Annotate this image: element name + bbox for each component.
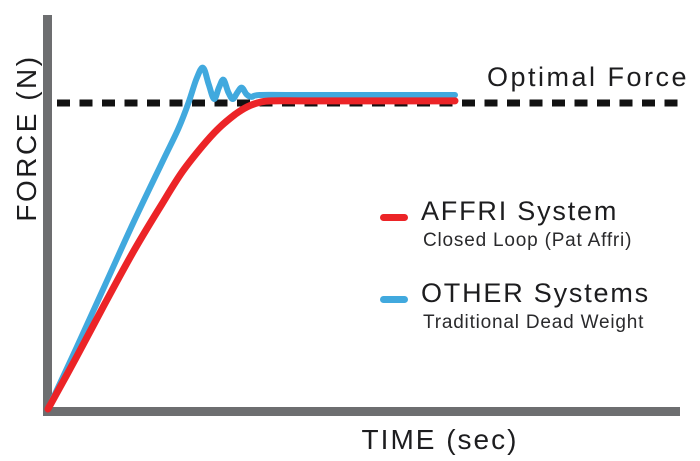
x-axis [43, 407, 680, 416]
affri-system-curve [44, 97, 459, 413]
legend: AFFRI System Closed Loop (Pat Affri) OTH… [380, 196, 650, 363]
legend-entry-affri: AFFRI System Closed Loop (Pat Affri) [380, 196, 650, 251]
other-color-swatch [380, 296, 408, 303]
legend-label-affri: AFFRI System [421, 196, 619, 226]
optimal-force-label: Optimal Force [486, 62, 689, 92]
affri-color-swatch [380, 214, 408, 221]
legend-label-other: OTHER Systems [421, 278, 650, 308]
y-axis [43, 15, 52, 416]
legend-entry-other: OTHER Systems Traditional Dead Weight [380, 278, 650, 333]
legend-sublabel-other: Traditional Dead Weight [423, 312, 645, 333]
legend-sublabel-affri: Closed Loop (Pat Affri) [423, 230, 633, 251]
x-axis-label: TIME (sec) [361, 424, 519, 455]
other-systems-curve [45, 64, 458, 412]
y-axis-label: FORCE (N) [11, 54, 42, 222]
